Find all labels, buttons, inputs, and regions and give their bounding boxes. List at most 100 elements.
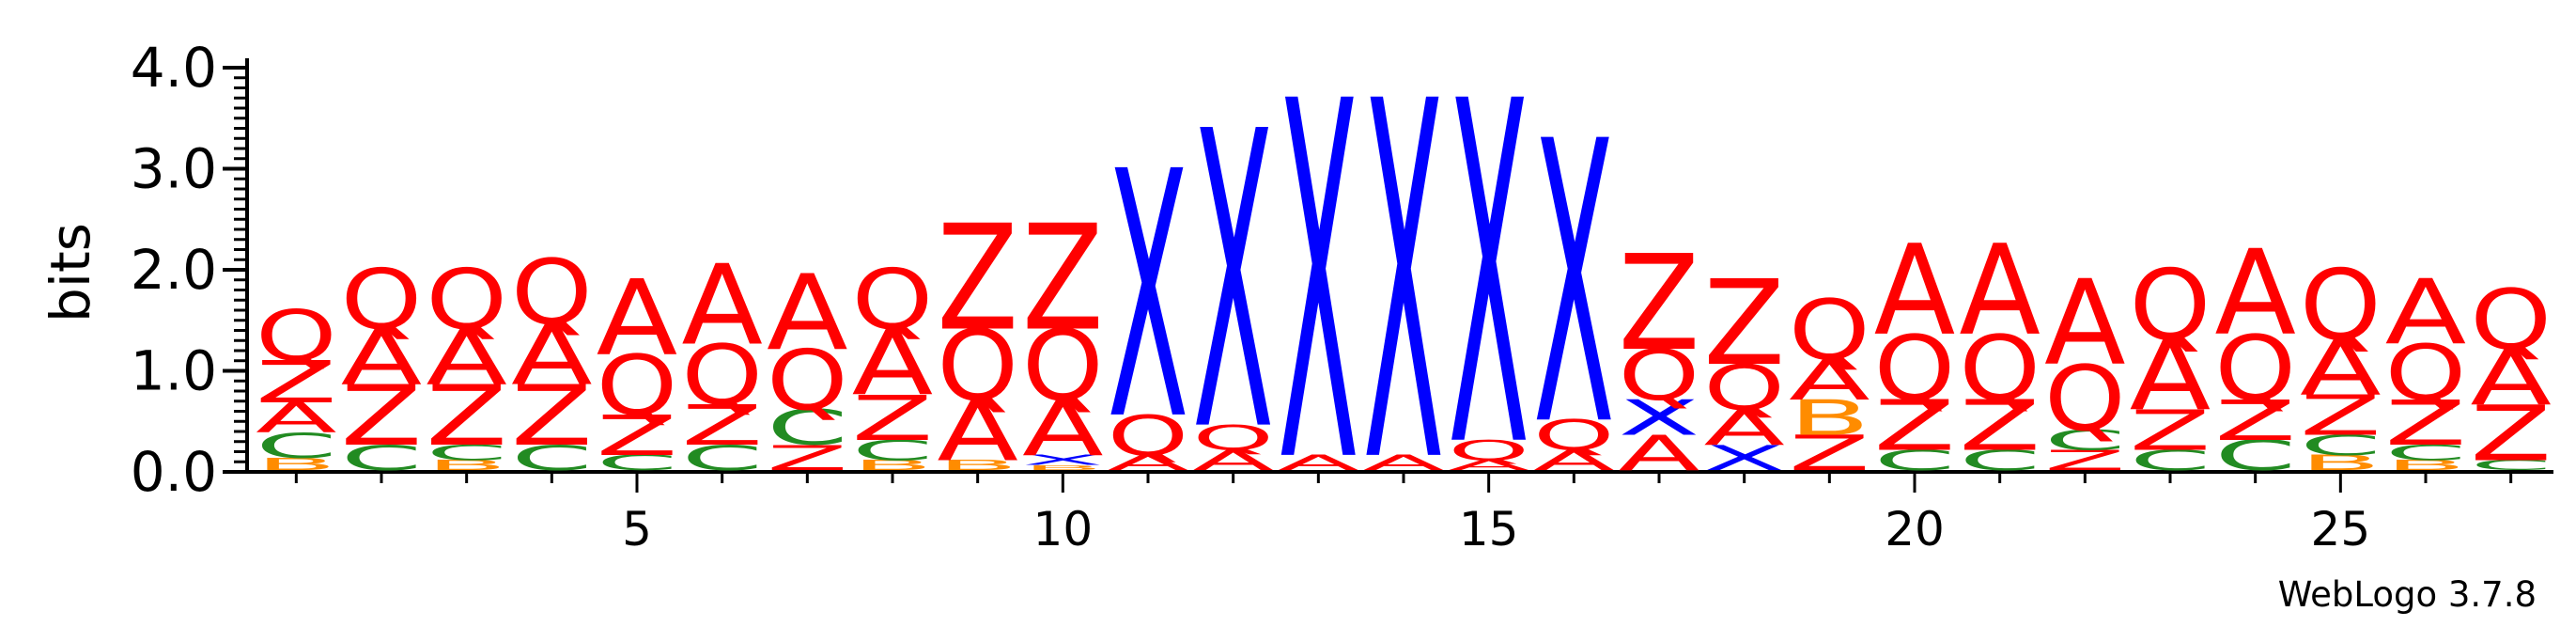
- logo-letter-c: C: [1959, 445, 2041, 477]
- logo-letter-b: B: [1789, 389, 1870, 446]
- logo-letter-a: A: [2214, 225, 2296, 362]
- logo-letter-c: C: [852, 434, 934, 466]
- weblogo-credit: WebLogo 3.7.8: [2278, 574, 2537, 615]
- logo-letter-b: B: [852, 458, 934, 474]
- logo-letter-a: A: [2044, 255, 2126, 392]
- logo-letter-q: Q: [2385, 328, 2467, 417]
- logo-letter-z: Z: [1789, 425, 1870, 481]
- logo-letter-q: Q: [1874, 317, 1956, 421]
- logo-letter-x: X: [1108, 100, 1189, 494]
- logo-letter-b: B: [426, 458, 507, 474]
- logo-letter-z: Z: [426, 368, 507, 464]
- y-tick-label: 1.0: [131, 339, 217, 403]
- logo-letter-a: A: [1703, 400, 1785, 456]
- logo-letter-c: C: [2385, 441, 2467, 465]
- logo-letter-z: Z: [2044, 445, 2126, 477]
- logo-letter-x: X: [1448, 4, 1529, 552]
- logo-letter-a: A: [1278, 451, 1359, 476]
- logo-letter-q: Q: [2300, 250, 2382, 363]
- logo-letter-a: A: [256, 395, 337, 443]
- logo-letter-q: Q: [1703, 353, 1785, 425]
- logo-letter-a: A: [937, 384, 1018, 480]
- logo-letter-c: C: [2214, 431, 2296, 479]
- logo-letter-q: Q: [2044, 347, 2126, 451]
- logo-letter-a: A: [1363, 451, 1445, 476]
- logo-letter-c: C: [2470, 457, 2552, 473]
- logo-letter-q: Q: [1533, 411, 1615, 460]
- logo-letter-c: C: [1874, 445, 1956, 477]
- x-tick-label: 15: [1459, 502, 1519, 556]
- logo-letter-b: B: [1022, 463, 1104, 472]
- logo-letter-q: Q: [1619, 336, 1700, 416]
- logo-letter-a: A: [681, 241, 763, 370]
- logo-letter-c: C: [256, 426, 337, 466]
- logo-letter-q: Q: [2130, 250, 2211, 363]
- logo-letter-z: Z: [1703, 255, 1785, 392]
- logo-letter-c: C: [597, 451, 678, 476]
- logo-letter-c: C: [426, 441, 507, 465]
- logo-letter-q: Q: [852, 251, 934, 349]
- logo-letter-a: A: [2300, 324, 2382, 413]
- logo-letter-x: X: [1703, 438, 1785, 478]
- logo-letter-z: Z: [2300, 384, 2382, 448]
- logo-letter-b: B: [2385, 458, 2467, 474]
- logo-letter-q: Q: [1192, 418, 1274, 459]
- logo-letter-z: Z: [2470, 390, 2552, 479]
- logo-letter-c: C: [2130, 445, 2211, 477]
- logo-letter-z: Z: [767, 438, 848, 478]
- logo-letter-q: Q: [1022, 310, 1104, 423]
- logo-letter-a: A: [767, 254, 848, 374]
- logo-letter-c: C: [2300, 430, 2382, 462]
- logo-letter-c: C: [681, 438, 763, 478]
- logo-letter-q: Q: [1959, 317, 2041, 421]
- x-tick-label: 10: [1033, 502, 1094, 556]
- logo-letter-z: Z: [341, 368, 423, 464]
- logo-letter-c: C: [2044, 424, 2126, 456]
- logo-letter-z: Z: [2385, 386, 2467, 459]
- logo-letter-q: Q: [937, 310, 1018, 423]
- logo-letter-a: A: [852, 312, 934, 416]
- logo-letter-q: Q: [1108, 403, 1189, 468]
- y-axis: 0.0 1.0 2.0 3.0 4.0: [131, 36, 249, 504]
- logo-letter-q: Q: [681, 327, 763, 425]
- logo-letter-c: C: [511, 438, 593, 478]
- logo-letter-x: X: [1363, 0, 1445, 572]
- logo-letter-b: B: [2300, 451, 2382, 476]
- logo-letter-q: Q: [341, 251, 423, 349]
- logo-letter-q: Q: [2470, 272, 2552, 369]
- logo-letter-a: A: [2130, 321, 2211, 433]
- logo-letter-q: Q: [256, 296, 337, 377]
- logo-letter-z: Z: [597, 404, 678, 469]
- logo-letter-a: A: [1108, 451, 1189, 476]
- y-tick-label: 2.0: [131, 238, 217, 302]
- logo-letter-a: A: [1874, 218, 1956, 363]
- logo-letter-b: B: [256, 455, 337, 475]
- logo-letter-a: A: [1448, 457, 1529, 473]
- logo-letter-c: C: [767, 400, 848, 457]
- logo-letter-q: Q: [1448, 434, 1529, 466]
- x-tick-label: 5: [622, 502, 652, 556]
- logo-letter-z: Z: [256, 349, 337, 415]
- logo-letter-a: A: [1192, 445, 1274, 477]
- logo-letter-q: Q: [1789, 281, 1870, 379]
- y-axis-label: bits: [39, 223, 102, 322]
- y-tick-label: 3.0: [131, 137, 217, 201]
- x-tick-label: 25: [2311, 502, 2371, 556]
- logo-letter-x: X: [1533, 60, 1615, 511]
- logo-letter-x: X: [1619, 389, 1700, 446]
- logo-letter-z: Z: [2130, 399, 2211, 463]
- logo-letter-z: Z: [681, 394, 763, 459]
- logo-letter-z: Z: [852, 382, 934, 454]
- logo-stacks: BCAZQCZAQBCZAQCZAQCZQACZQAZCQABCZAQBAQZB…: [256, 0, 2552, 572]
- x-tick-label: 20: [1885, 502, 1945, 556]
- logo-letter-x: X: [1022, 452, 1104, 468]
- logo-letter-q: Q: [2214, 317, 2296, 421]
- logo-letter-q: Q: [511, 241, 593, 345]
- logo-letter-a: A: [1022, 384, 1104, 473]
- logo-letter-a: A: [2385, 261, 2467, 366]
- logo-letter-a: A: [597, 259, 678, 379]
- logo-letter-a: A: [1533, 445, 1615, 477]
- logo-letter-z: Z: [1874, 386, 1956, 466]
- logo-letter-x: X: [1278, 0, 1359, 572]
